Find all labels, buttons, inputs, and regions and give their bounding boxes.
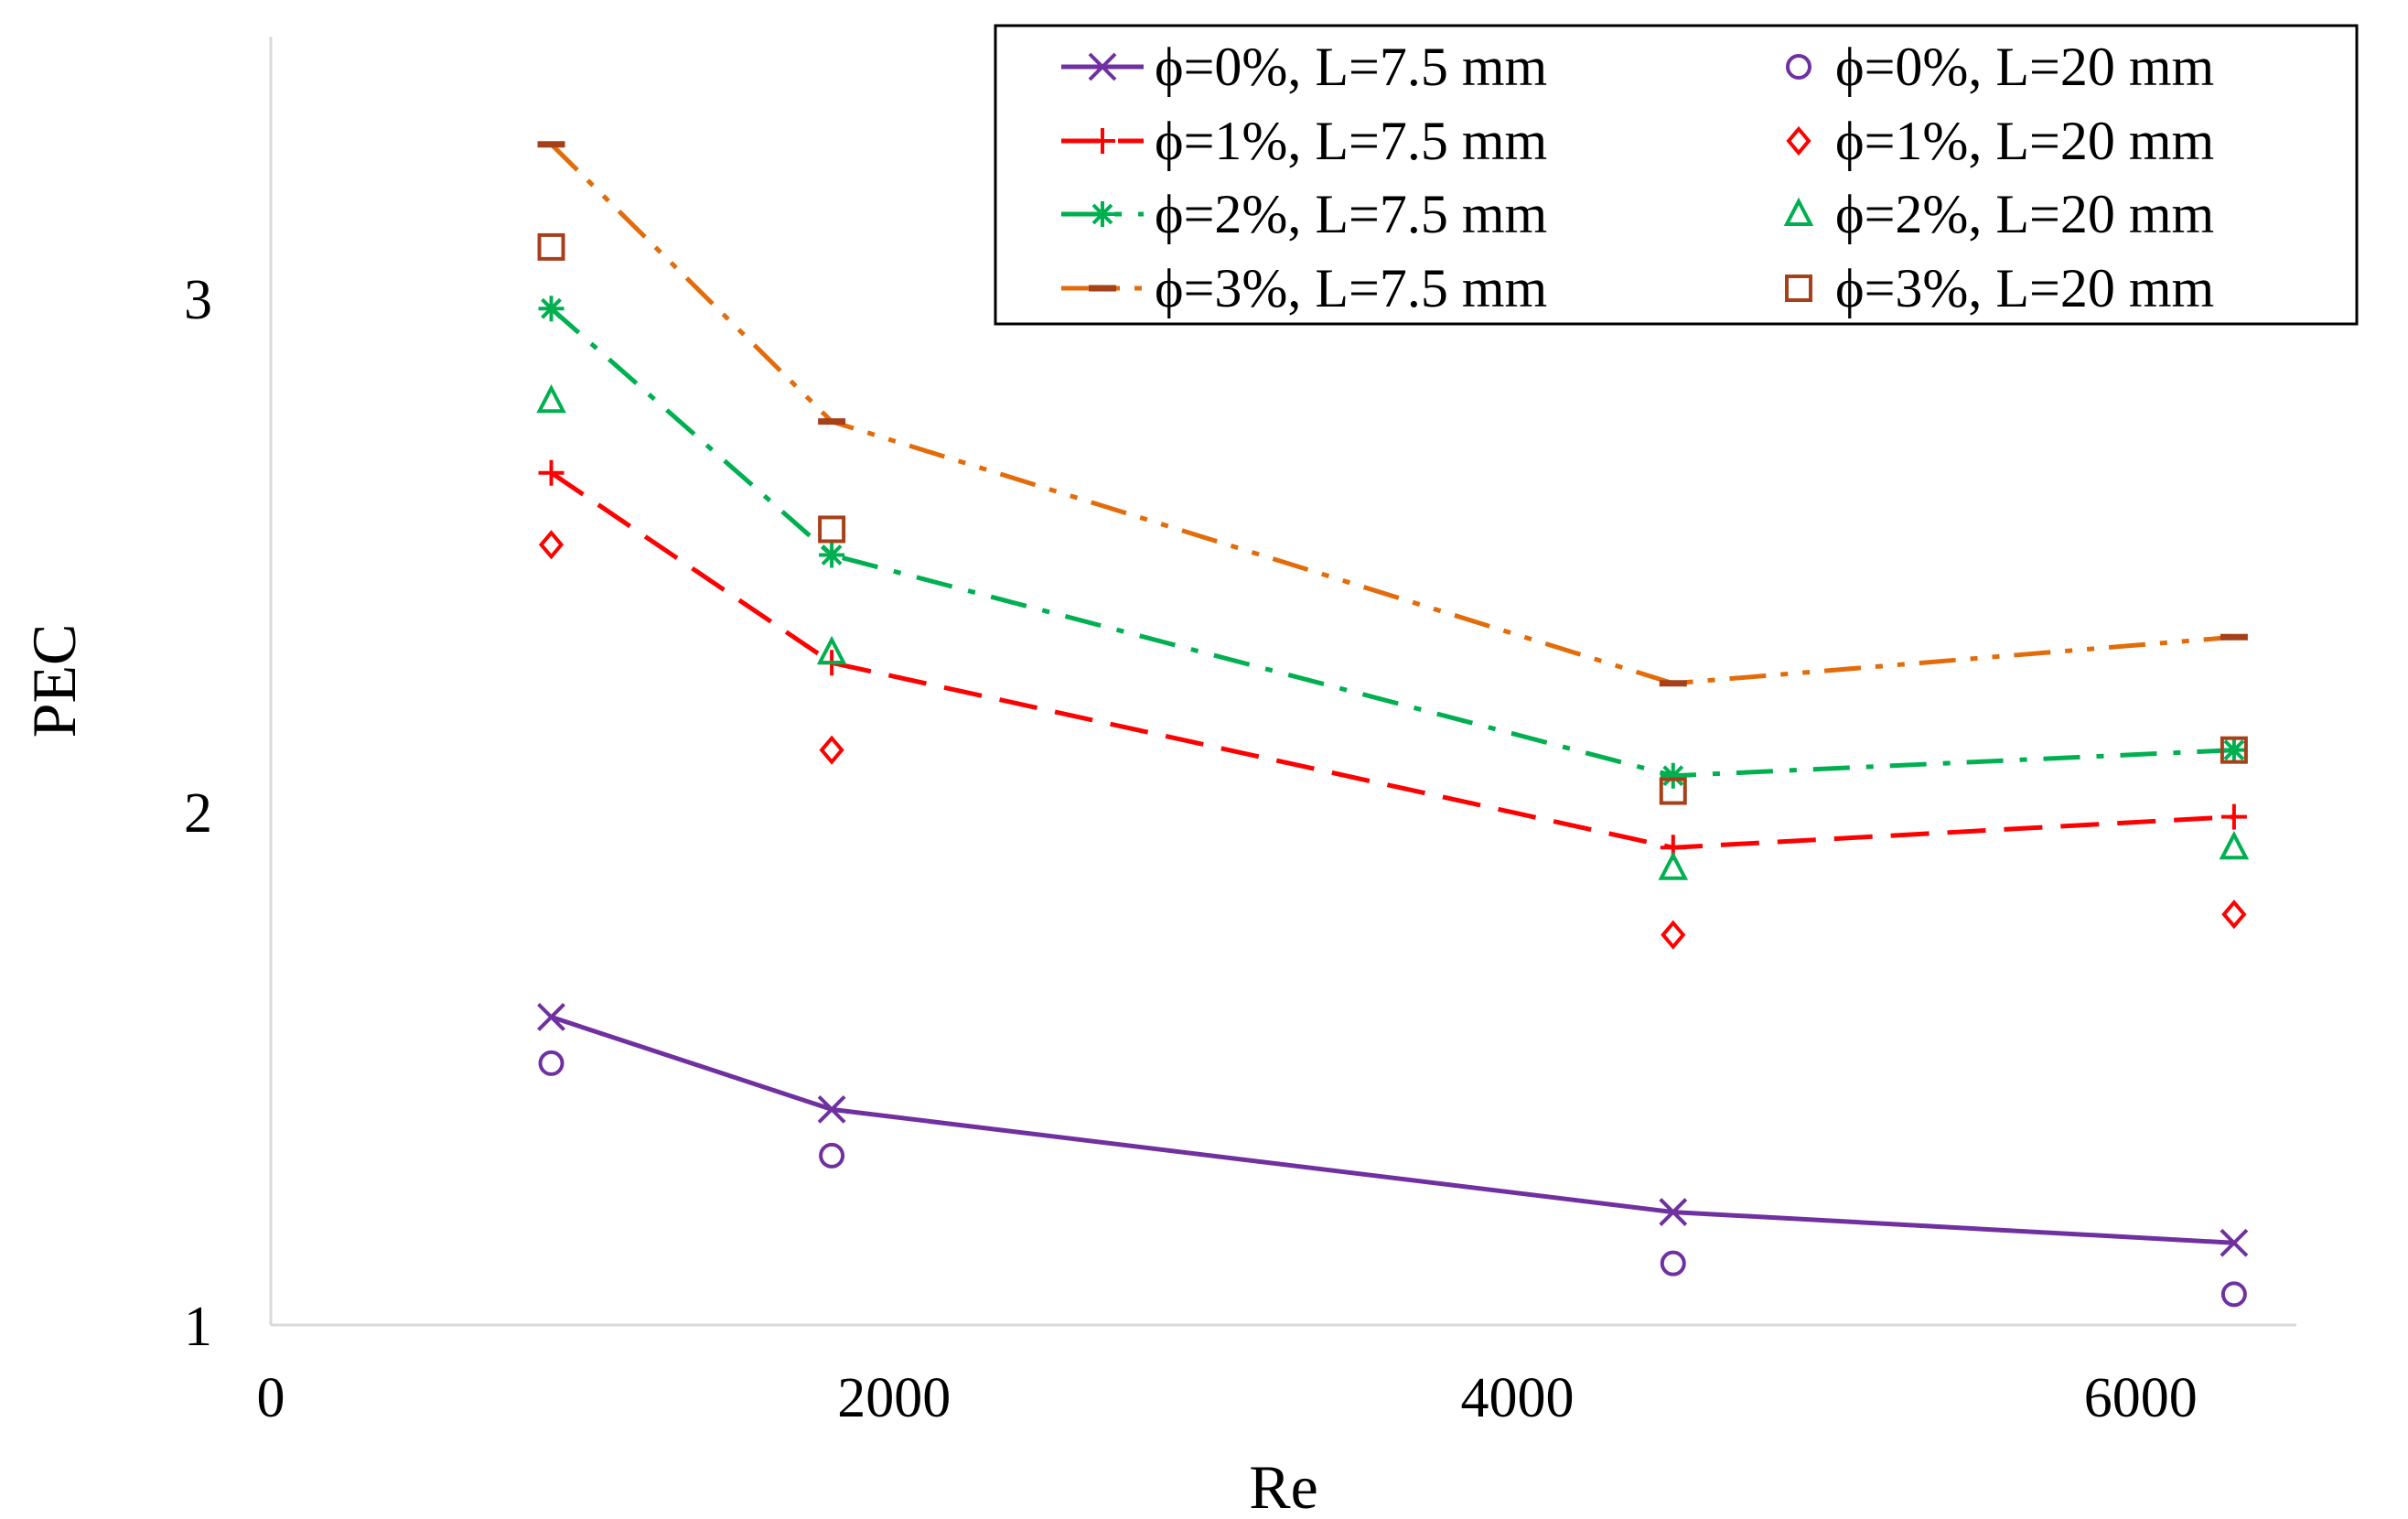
x-tick-label: 6000	[2084, 1367, 2198, 1429]
legend-marker	[1783, 197, 1814, 226]
data-point	[2220, 803, 2247, 830]
legend-entry: ϕ=2%, L=7.5 mm	[1061, 184, 1547, 244]
data-point	[2220, 736, 2248, 764]
data-point	[819, 542, 845, 568]
legend: ϕ=0%, L=7.5 mm ϕ=1%, L=7.5 mm ϕ=2%, L=7.5 …	[994, 24, 2359, 326]
series-0	[537, 1002, 2249, 1257]
legend-entry: ϕ=3%, L=7.5 mm	[1061, 258, 1547, 318]
ticks: 0 2000 4000 6000 1 2 3	[184, 269, 2198, 1429]
legend-label: ϕ=1%, L=20 mm	[1835, 111, 2214, 171]
data-point	[537, 1002, 565, 1031]
data-point	[819, 1142, 845, 1169]
data-point	[536, 383, 566, 414]
series-4	[538, 1050, 2247, 1308]
legend-label: ϕ=2%, L=20 mm	[1835, 184, 2214, 244]
data-point	[819, 735, 844, 765]
data-point	[2220, 737, 2247, 763]
legend-label: ϕ=3%, L=20 mm	[1835, 258, 2214, 318]
legend-label: ϕ=1%, L=7.5 mm	[1155, 111, 1547, 171]
data-point	[2220, 1228, 2249, 1257]
legend-entry: ϕ=2%, L=20 mm	[1783, 184, 2214, 244]
legend-entry: ϕ=0%, L=7.5 mm	[1061, 37, 1547, 97]
x-axis-title: Re	[1249, 1452, 1318, 1519]
y-axis-title: PEC	[19, 624, 89, 738]
legend-label: ϕ=3%, L=7.5 mm	[1155, 258, 1547, 318]
series-line	[550, 470, 2235, 850]
data-point	[1661, 920, 1686, 950]
legend-marker	[1088, 52, 1117, 81]
data-point	[1660, 1250, 1686, 1277]
series-line	[550, 1015, 2235, 1245]
data-point	[538, 459, 564, 486]
data-point	[2219, 830, 2250, 860]
legend-marker	[1785, 275, 1812, 302]
data-point	[2220, 1281, 2247, 1308]
data-point	[818, 515, 846, 544]
legend-box	[994, 24, 2359, 326]
legend-label: ϕ=0%, L=7.5 mm	[1155, 37, 1547, 97]
data-point	[1660, 762, 1686, 789]
legend-entry: ϕ=1%, L=7.5 mm	[1061, 111, 1547, 171]
legend-marker	[1090, 201, 1115, 227]
data-point	[1659, 777, 1687, 805]
legend-label: ϕ=0%, L=20 mm	[1835, 37, 2214, 97]
y-tick-label: 1	[184, 1296, 212, 1358]
data-point	[538, 296, 564, 322]
data-point	[2221, 900, 2247, 930]
legend-label: ϕ=2%, L=7.5 mm	[1155, 184, 1547, 244]
data-point	[537, 232, 565, 261]
x-tick-label: 2000	[837, 1367, 951, 1429]
series-6	[536, 383, 2250, 880]
series-line	[549, 307, 2234, 779]
legend-marker	[1786, 54, 1811, 80]
data-point	[817, 1094, 846, 1124]
data-point	[1658, 851, 1689, 880]
x-tick-label: 0	[257, 1367, 285, 1429]
series-3	[537, 141, 2248, 687]
y-tick-label: 3	[184, 269, 212, 331]
legend-entry: ϕ=1%, L=20 mm	[1786, 111, 2214, 171]
legend-entry: ϕ=0%, L=20 mm	[1786, 37, 2214, 97]
series-7	[537, 232, 2248, 805]
data-point	[538, 530, 564, 560]
y-tick-label: 2	[184, 782, 212, 845]
axes	[269, 37, 2296, 1327]
series-2	[538, 296, 2247, 789]
series-5	[538, 530, 2247, 950]
data-point	[538, 1050, 564, 1076]
data-point	[1659, 1198, 1688, 1226]
x-tick-label: 4000	[1460, 1367, 1574, 1429]
series-line	[549, 142, 2235, 686]
legend-marker	[1090, 128, 1115, 154]
data-point	[816, 635, 847, 665]
legend-marker	[1786, 125, 1811, 156]
legend-entry: ϕ=3%, L=20 mm	[1785, 258, 2214, 318]
series-layer	[536, 141, 2250, 1308]
